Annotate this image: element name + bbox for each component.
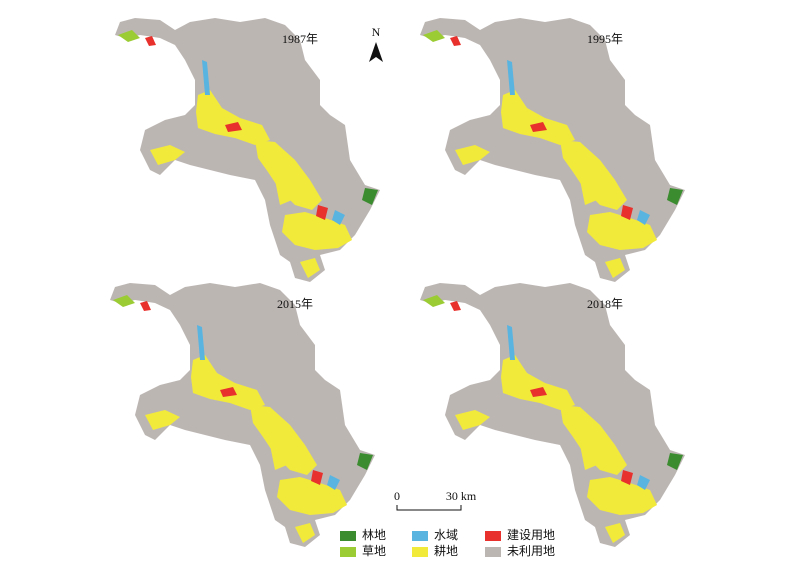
map-panel: 2015年	[110, 283, 375, 547]
legend-label: 耕地	[434, 543, 458, 558]
north-label: N	[372, 25, 381, 39]
legend-label: 草地	[362, 544, 386, 558]
legend-label: 水域	[434, 528, 458, 542]
scale-label: 0	[394, 489, 400, 503]
legend-swatch	[485, 547, 501, 557]
panel-label: 1995年	[587, 32, 623, 46]
legend-swatch	[412, 547, 428, 557]
scale-bar: 0 30 km	[394, 489, 477, 511]
legend-label: 建设用地	[507, 528, 555, 542]
legend-swatch	[485, 531, 501, 541]
legend-swatch	[412, 531, 428, 541]
legend-label: 未利用地	[507, 544, 555, 558]
panel-label: 1987年	[282, 32, 318, 46]
map-panel: 2018年	[420, 283, 685, 547]
panel-label: 2015年	[277, 297, 313, 311]
map-panel: 1987年	[115, 18, 380, 282]
panel-label: 2018年	[587, 297, 623, 311]
north-arrow: N	[369, 25, 383, 62]
legend-label: 林地	[362, 528, 386, 542]
scale-label: 30 km	[446, 489, 477, 503]
legend-swatch	[340, 547, 356, 557]
map-panel: 1995年	[420, 18, 685, 282]
legend-swatch	[340, 531, 356, 541]
